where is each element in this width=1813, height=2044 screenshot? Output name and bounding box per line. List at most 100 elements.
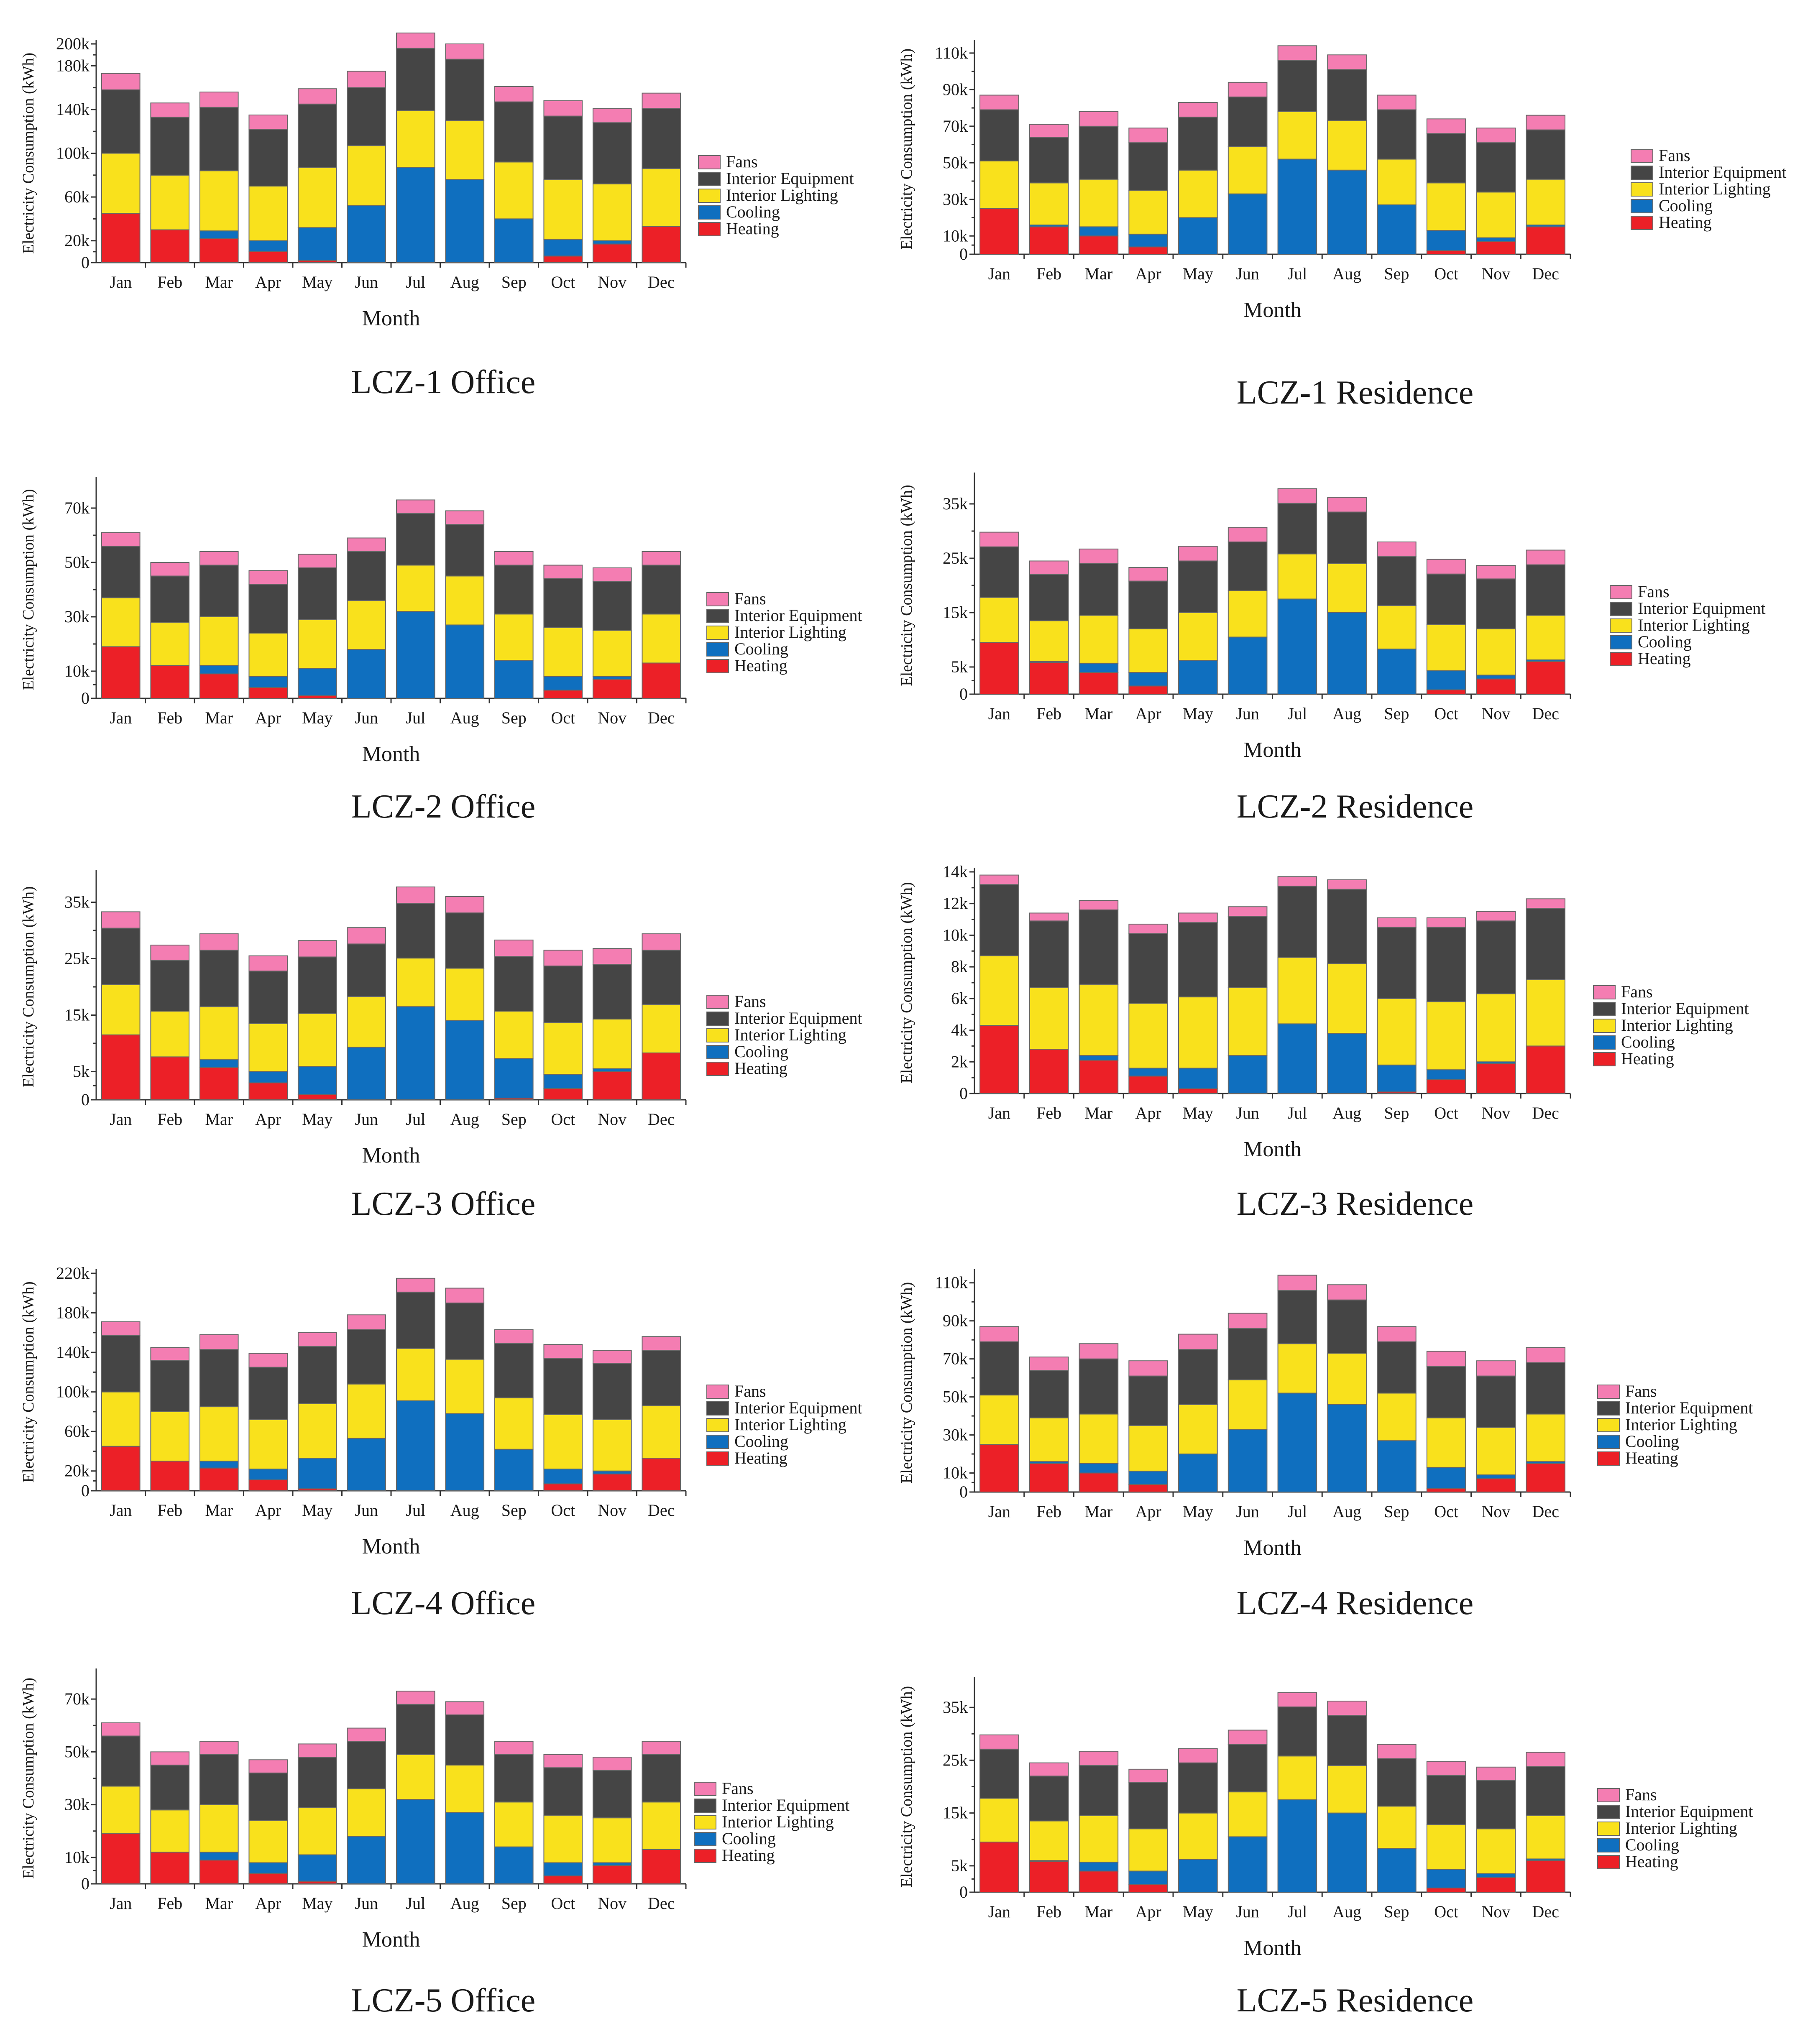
bar-cooling [1128, 1068, 1168, 1077]
bar-interior-equipment [1327, 69, 1367, 121]
bar-fans [1227, 1313, 1268, 1329]
bar-interior-lighting [1327, 1765, 1367, 1814]
y-tick-label: 50k [64, 1742, 89, 1761]
x-tick-label: May [1183, 1902, 1213, 1921]
bar-cooling [543, 239, 583, 257]
x-tick-label: Sep [501, 708, 527, 727]
bar-interior-lighting [1476, 1427, 1516, 1476]
x-tick-label: Aug [450, 273, 479, 291]
bar-cooling [1277, 1799, 1317, 1893]
x-tick-label: Jul [1288, 264, 1307, 283]
bar-interior-lighting [248, 633, 288, 677]
bar-heating [1128, 685, 1168, 695]
bar-fans [445, 43, 485, 60]
y-tick-label: 0 [81, 1874, 89, 1893]
legend-label: Heating [722, 1846, 775, 1865]
legend-swatch [706, 995, 729, 1009]
bar-fans [199, 933, 239, 951]
bar-fans [297, 1743, 337, 1758]
bar-interior-equipment [150, 1360, 190, 1412]
bar-cooling [445, 179, 485, 263]
bar-interior-equipment [543, 1767, 583, 1816]
bar-cooling [543, 1074, 583, 1089]
bar-interior-lighting [642, 1004, 681, 1053]
x-tick-label: Mar [205, 273, 233, 291]
panel-title: LCZ-1 Residence [1237, 374, 1473, 411]
bar-interior-lighting [150, 1411, 190, 1462]
bar-interior-equipment [1377, 109, 1417, 160]
legend-swatch [1631, 182, 1653, 197]
bar-fans [101, 1321, 141, 1336]
x-tick-label: May [302, 708, 332, 727]
bar-interior-equipment [1526, 1362, 1565, 1415]
bar-interior-lighting [445, 120, 485, 180]
bar-cooling [543, 1469, 583, 1484]
legend-swatch [706, 1435, 729, 1449]
bar-interior-lighting [642, 168, 681, 227]
bar-interior-equipment [1128, 1782, 1168, 1829]
bar-fans [1079, 900, 1119, 910]
y-tick-label: 0 [959, 685, 968, 703]
bar-fans [1426, 559, 1466, 575]
bar-cooling [396, 167, 435, 263]
bar-cooling [445, 624, 485, 699]
x-tick-label: Jun [355, 1894, 378, 1913]
bar-cooling [1426, 230, 1466, 251]
bar-interior-equipment [979, 546, 1019, 598]
bar-interior-lighting [199, 616, 239, 666]
bar-fans [1476, 565, 1516, 580]
bar-fans [297, 554, 337, 568]
bar-fans [1476, 128, 1516, 143]
x-tick-label: Jul [1288, 1502, 1307, 1521]
bar-interior-equipment [1277, 1706, 1317, 1757]
bar-interior-lighting [1029, 987, 1069, 1050]
bar-fans [1277, 876, 1317, 887]
legend-swatch [1597, 1788, 1620, 1802]
bar-heating [1426, 1887, 1466, 1893]
x-tick-label: May [1183, 704, 1213, 723]
legend-label: Interior Lighting [726, 186, 838, 204]
bar-interior-lighting [494, 161, 534, 220]
legend-label: Heating [734, 1449, 788, 1467]
y-tick-label: 0 [81, 1090, 89, 1109]
bar-interior-lighting [1079, 984, 1119, 1056]
x-tick-label: Sep [1384, 704, 1409, 723]
bar-cooling [199, 1461, 239, 1469]
bar-cooling [1128, 233, 1168, 248]
y-tick-label: 50k [943, 153, 968, 172]
legend-label: Heating [1625, 1852, 1678, 1871]
y-tick-label: 30k [943, 190, 968, 209]
x-tick-label: May [302, 273, 332, 291]
bar-fans [445, 896, 485, 914]
legend-label: Heating [726, 219, 779, 238]
bar-heating [150, 1852, 190, 1884]
bar-interior-lighting [1277, 111, 1317, 160]
x-tick-label: Aug [450, 1501, 479, 1520]
bar-interior-lighting [1476, 1828, 1516, 1874]
bar-interior-equipment [396, 48, 435, 111]
bar-interior-lighting [1029, 182, 1069, 226]
bar-fans [347, 927, 386, 945]
bar-cooling [1476, 1873, 1516, 1878]
bar-cooling [297, 1854, 337, 1882]
bar-cooling [1377, 1064, 1417, 1093]
bar-heating [979, 1842, 1019, 1893]
bar-fans [1426, 1351, 1466, 1367]
bar-interior-equipment [1029, 1776, 1069, 1822]
y-tick-label: 200k [56, 34, 89, 53]
bar-fans [101, 911, 141, 929]
legend-label: Fans [1638, 582, 1670, 601]
bar-interior-equipment [347, 551, 386, 601]
bar-interior-lighting [543, 1414, 583, 1469]
bar-interior-lighting [101, 597, 141, 647]
bar-interior-lighting [642, 613, 681, 664]
bar-interior-equipment [199, 950, 239, 1007]
bar-fans [1029, 1357, 1069, 1371]
y-axis-title: Electricity Consumption (kWh) [898, 882, 915, 1083]
bar-fans [1227, 906, 1268, 917]
bar-interior-equipment [592, 581, 632, 631]
bar-interior-lighting [150, 174, 190, 230]
bar-cooling [1426, 1069, 1466, 1080]
x-tick-label: Jun [1236, 264, 1259, 283]
y-tick-label: 60k [64, 1422, 89, 1441]
